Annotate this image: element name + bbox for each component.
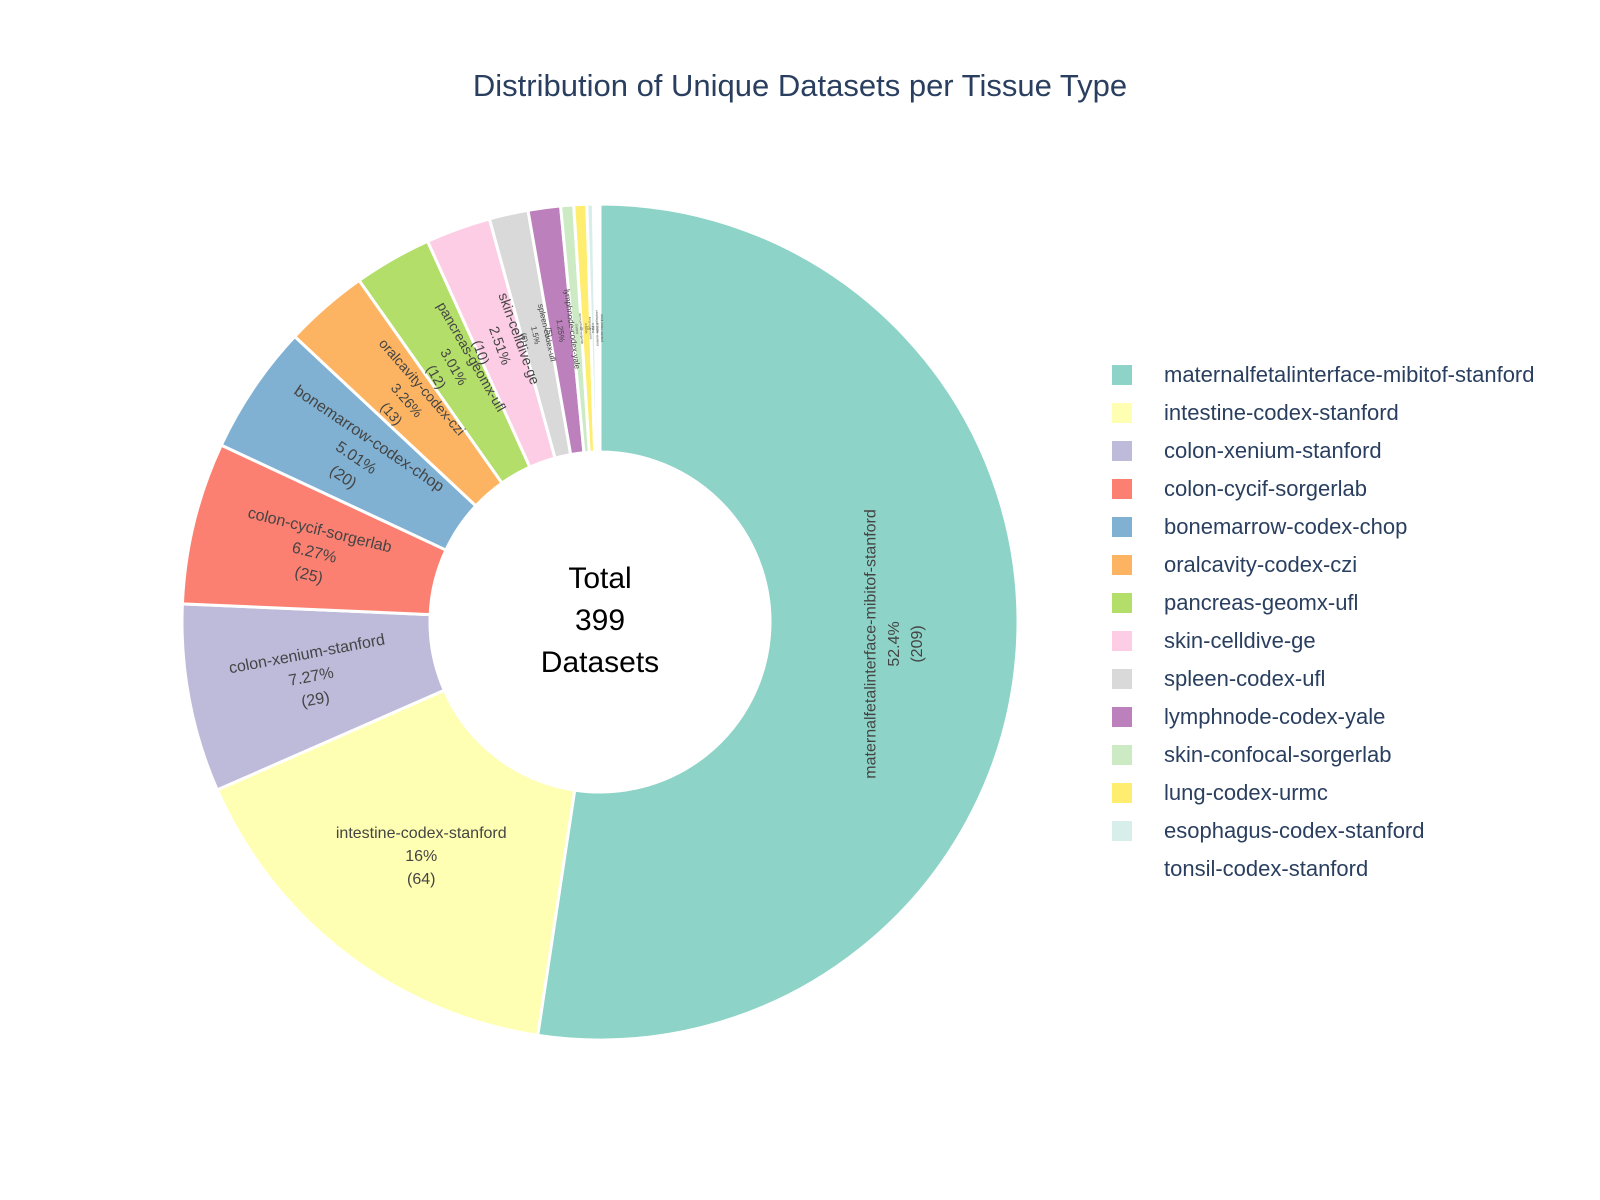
slice-label-esophagus-codex-stanford: esophagus-codex-stanford0.251%(1) [586, 310, 600, 346]
slice-intestine-codex-stanford[interactable] [215, 688, 577, 1038]
legend-item-skin-celldive-ge[interactable]: skin-celldive-ge [1112, 622, 1535, 660]
center-text-line-3: Datasets [540, 646, 660, 679]
legend-label: lung-codex-urmc [1164, 780, 1328, 805]
legend-label: maternalfetalinterface-mibitof-stanford [1164, 362, 1535, 387]
legend-label: spleen-codex-ufl [1164, 666, 1326, 691]
legend-swatch [1112, 745, 1132, 765]
legend-item-maternalfetalinterface-mibitof-stanford[interactable]: maternalfetalinterface-mibitof-stanford [1112, 356, 1535, 394]
legend-label: colon-cycif-sorgerlab [1164, 476, 1367, 501]
legend-item-esophagus-codex-stanford[interactable]: esophagus-codex-stanford [1112, 812, 1535, 850]
legend-swatch [1112, 555, 1132, 575]
legend-label: pancreas-geomx-ufl [1164, 590, 1359, 615]
legend-swatch [1112, 365, 1132, 385]
legend-item-colon-cycif-sorgerlab[interactable]: colon-cycif-sorgerlab [1112, 470, 1535, 508]
legend-swatch [1112, 631, 1132, 651]
legend-item-lung-codex-urmc[interactable]: lung-codex-urmc [1112, 774, 1535, 812]
legend-item-bonemarrow-codex-chop[interactable]: bonemarrow-codex-chop [1112, 508, 1535, 546]
legend-label: colon-xenium-stanford [1164, 438, 1382, 463]
legend-item-tonsil-codex-stanford[interactable]: tonsil-codex-stanford [1112, 850, 1535, 888]
legend-label: skin-celldive-ge [1164, 628, 1316, 653]
legend-item-oralcavity-codex-czi[interactable]: oralcavity-codex-czi [1112, 546, 1535, 584]
legend-swatch [1112, 821, 1132, 841]
center-text-line-2: 399 [574, 604, 626, 637]
donut-center-text: Total 399 Datasets [500, 558, 700, 684]
slice-label-intestine-codex-stanford: intestine-codex-stanford 16% (64) [336, 825, 507, 888]
legend-label: skin-confocal-sorgerlab [1164, 742, 1392, 767]
legend-item-lymphnode-codex-yale[interactable]: lymphnode-codex-yale [1112, 698, 1535, 736]
slice-label-tonsil-codex-stanford: tonsil-codex-stanford0.251%(1) [591, 314, 604, 342]
slice-maternalfetalinterface-mibitof-stanford[interactable] [535, 202, 1020, 1042]
slice-tonsil-codex-stanford[interactable] [591, 202, 602, 454]
center-text-line-1: Total [568, 562, 632, 595]
legend-item-intestine-codex-stanford[interactable]: intestine-codex-stanford [1112, 394, 1535, 432]
legend-swatch [1112, 403, 1132, 423]
legend-label: tonsil-codex-stanford [1164, 856, 1369, 881]
legend-swatch [1112, 859, 1132, 879]
legend-item-pancreas-geomx-ufl[interactable]: pancreas-geomx-ufl [1112, 584, 1535, 622]
legend-item-spleen-codex-ufl[interactable]: spleen-codex-ufl [1112, 660, 1535, 698]
slice-label-lung-codex-urmc: lung-codex-urmc0.501%(2) [579, 317, 593, 340]
legend-label: lymphnode-codex-yale [1164, 704, 1386, 729]
legend-swatch [1112, 593, 1132, 613]
chart-legend: maternalfetalinterface-mibitof-stanford i… [1112, 356, 1535, 888]
legend-swatch [1112, 517, 1132, 537]
legend-swatch [1112, 441, 1132, 461]
legend-swatch [1112, 669, 1132, 689]
legend-item-colon-xenium-stanford[interactable]: colon-xenium-stanford [1112, 432, 1535, 470]
legend-swatch [1112, 783, 1132, 803]
legend-label: intestine-codex-stanford [1164, 400, 1399, 425]
legend-item-skin-confocal-sorgerlab[interactable]: skin-confocal-sorgerlab [1112, 736, 1535, 774]
slice-label-maternalfetalinterface-mibitof-stanford: maternalfetalinterface-mibitof-stanford 5… [863, 509, 926, 778]
chart-title: Distribution of Unique Datasets per Tiss… [472, 68, 1128, 103]
legend-swatch [1112, 479, 1132, 499]
donut-slices [180, 202, 1020, 1042]
legend-swatch [1112, 707, 1132, 727]
legend-label: oralcavity-codex-czi [1164, 552, 1358, 577]
legend-label: esophagus-codex-stanford [1164, 818, 1425, 843]
slice-label-skin-confocal-sorgerlab: skin-confocal-sorgerlab0.501%(2) [569, 313, 584, 345]
legend-label: bonemarrow-codex-chop [1164, 514, 1408, 539]
